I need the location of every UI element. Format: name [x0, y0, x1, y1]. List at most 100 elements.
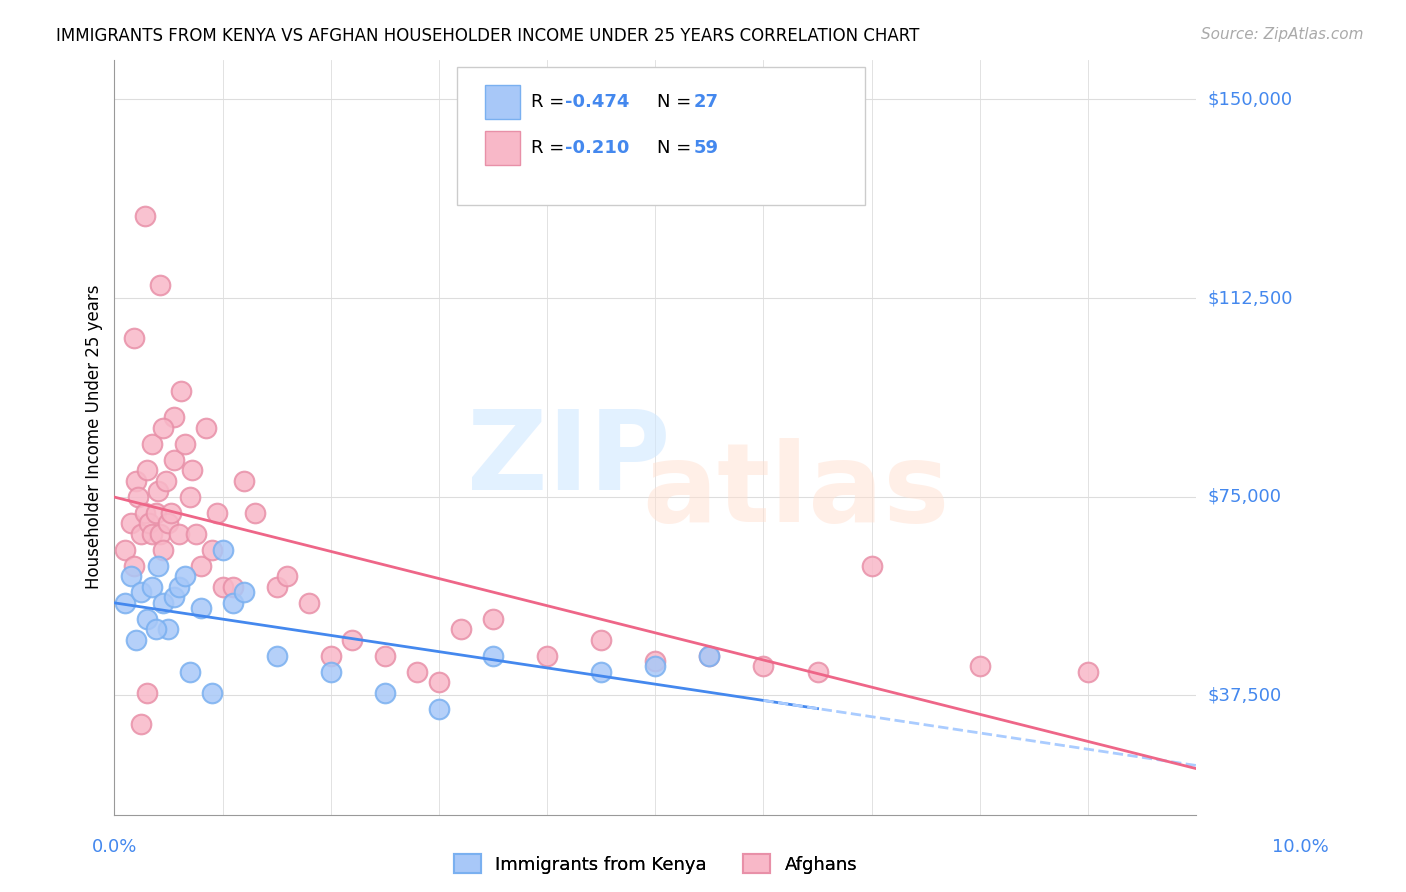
Text: -0.210: -0.210: [565, 139, 630, 157]
Point: [163, 410, 186, 425]
Point: [179, 490, 201, 504]
Point: [644, 659, 666, 673]
Point: [135, 463, 157, 477]
Point: [145, 506, 167, 520]
Point: [233, 585, 256, 599]
Point: [141, 436, 163, 450]
Text: R =: R =: [531, 93, 571, 111]
Point: [298, 596, 321, 610]
Point: [152, 421, 174, 435]
Text: IMMIGRANTS FROM KENYA VS AFGHAN HOUSEHOLDER INCOME UNDER 25 YEARS CORRELATION CH: IMMIGRANTS FROM KENYA VS AFGHAN HOUSEHOL…: [56, 27, 920, 45]
Point: [114, 596, 136, 610]
Point: [211, 580, 233, 594]
Point: [127, 490, 149, 504]
Point: [342, 632, 364, 647]
Text: $37,500: $37,500: [1206, 686, 1281, 705]
Point: [190, 558, 212, 573]
Point: [319, 665, 342, 679]
Point: [125, 632, 148, 647]
Text: N =: N =: [657, 139, 696, 157]
Legend: Immigrants from Kenya, Afghans: Immigrants from Kenya, Afghans: [446, 847, 865, 881]
Point: [138, 516, 160, 531]
Point: [173, 436, 195, 450]
Point: [114, 542, 136, 557]
Point: [482, 611, 505, 625]
Point: [374, 648, 396, 663]
Point: [243, 506, 266, 520]
Text: ZIP: ZIP: [467, 406, 671, 513]
Point: [135, 611, 157, 625]
Point: [752, 659, 775, 673]
Text: N =: N =: [657, 93, 696, 111]
Text: R =: R =: [531, 139, 571, 157]
Point: [806, 665, 828, 679]
Point: [122, 331, 145, 345]
Point: [201, 686, 224, 700]
Point: [181, 463, 204, 477]
Text: 27: 27: [693, 93, 718, 111]
Point: [157, 516, 180, 531]
Point: [141, 580, 163, 594]
Point: [157, 622, 180, 636]
Point: [125, 474, 148, 488]
Point: [319, 648, 342, 663]
Point: [146, 558, 169, 573]
Text: 10.0%: 10.0%: [1272, 838, 1329, 856]
Point: [120, 516, 142, 531]
Point: [969, 659, 991, 673]
Point: [591, 665, 613, 679]
Point: [134, 209, 156, 223]
Point: [184, 526, 207, 541]
Point: [406, 665, 429, 679]
Point: [141, 526, 163, 541]
Point: [222, 580, 245, 594]
Point: [427, 675, 450, 690]
Point: [170, 384, 193, 398]
Point: [179, 665, 201, 679]
Point: [146, 484, 169, 499]
Text: -0.474: -0.474: [565, 93, 630, 111]
Point: [159, 506, 181, 520]
Point: [155, 474, 177, 488]
Point: [163, 591, 186, 605]
Point: [860, 558, 883, 573]
Point: [1077, 665, 1099, 679]
Point: [233, 474, 256, 488]
Point: [222, 596, 245, 610]
Point: [591, 632, 613, 647]
Text: atlas: atlas: [643, 438, 949, 545]
Point: [131, 585, 153, 599]
Point: [152, 596, 174, 610]
Point: [699, 648, 721, 663]
Point: [152, 542, 174, 557]
Point: [427, 701, 450, 715]
Point: [195, 421, 218, 435]
Point: [149, 277, 172, 292]
Point: [482, 648, 505, 663]
Point: [131, 526, 153, 541]
Point: [169, 526, 191, 541]
Point: [145, 622, 167, 636]
Point: [169, 580, 191, 594]
Point: [450, 622, 472, 636]
Point: [134, 506, 156, 520]
Point: [205, 506, 228, 520]
Point: [201, 542, 224, 557]
Point: [211, 542, 233, 557]
Point: [266, 580, 288, 594]
Point: [266, 648, 288, 663]
Point: [699, 648, 721, 663]
Point: [173, 569, 195, 583]
Text: 0.0%: 0.0%: [91, 838, 136, 856]
Text: $75,000: $75,000: [1206, 488, 1281, 506]
Point: [149, 526, 172, 541]
Point: [644, 654, 666, 668]
Point: [135, 686, 157, 700]
Point: [120, 569, 142, 583]
Point: [276, 569, 298, 583]
Point: [374, 686, 396, 700]
Point: [163, 452, 186, 467]
Text: Source: ZipAtlas.com: Source: ZipAtlas.com: [1201, 27, 1364, 42]
Text: 59: 59: [693, 139, 718, 157]
Point: [190, 601, 212, 615]
